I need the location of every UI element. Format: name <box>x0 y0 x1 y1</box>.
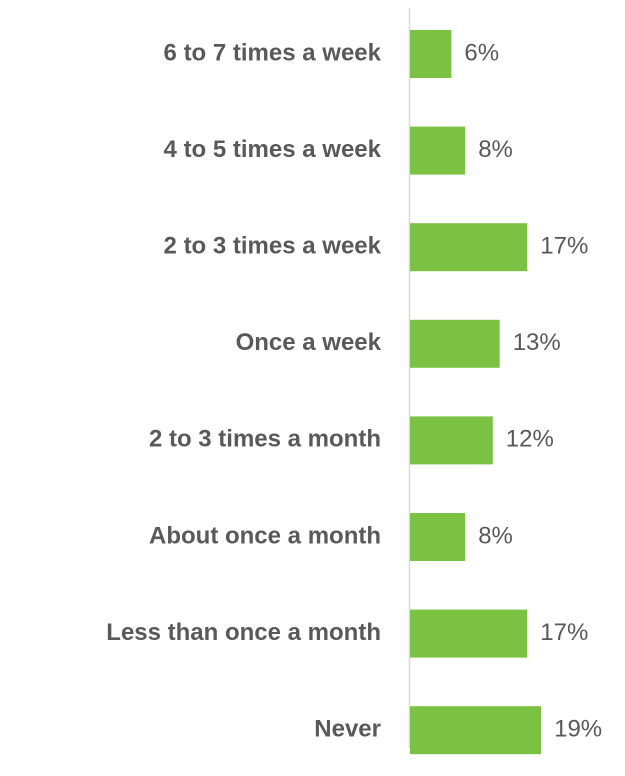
bar <box>410 319 500 368</box>
bar <box>410 609 528 658</box>
category-label: 6 to 7 times a week <box>164 39 382 66</box>
category-label: 2 to 3 times a month <box>149 426 381 453</box>
value-label: 12% <box>506 426 554 453</box>
bar <box>410 30 452 78</box>
value-label: 13% <box>513 329 561 356</box>
category-label: 4 to 5 times a week <box>164 136 382 163</box>
bar <box>410 126 466 175</box>
value-label: 8% <box>478 136 513 163</box>
bar <box>410 223 528 272</box>
category-label: Less than once a month <box>106 619 381 646</box>
category-label: 2 to 3 times a week <box>164 233 382 260</box>
bar <box>410 706 542 755</box>
category-label: Once a week <box>236 329 382 356</box>
value-label: 6% <box>464 39 499 66</box>
value-label: 19% <box>554 716 602 743</box>
bar <box>410 513 466 561</box>
value-label: 17% <box>540 233 588 260</box>
bar <box>410 416 493 465</box>
value-label: 8% <box>478 522 513 549</box>
value-label: 17% <box>540 619 588 646</box>
category-label: About once a month <box>149 522 381 549</box>
category-label: Never <box>314 716 381 743</box>
